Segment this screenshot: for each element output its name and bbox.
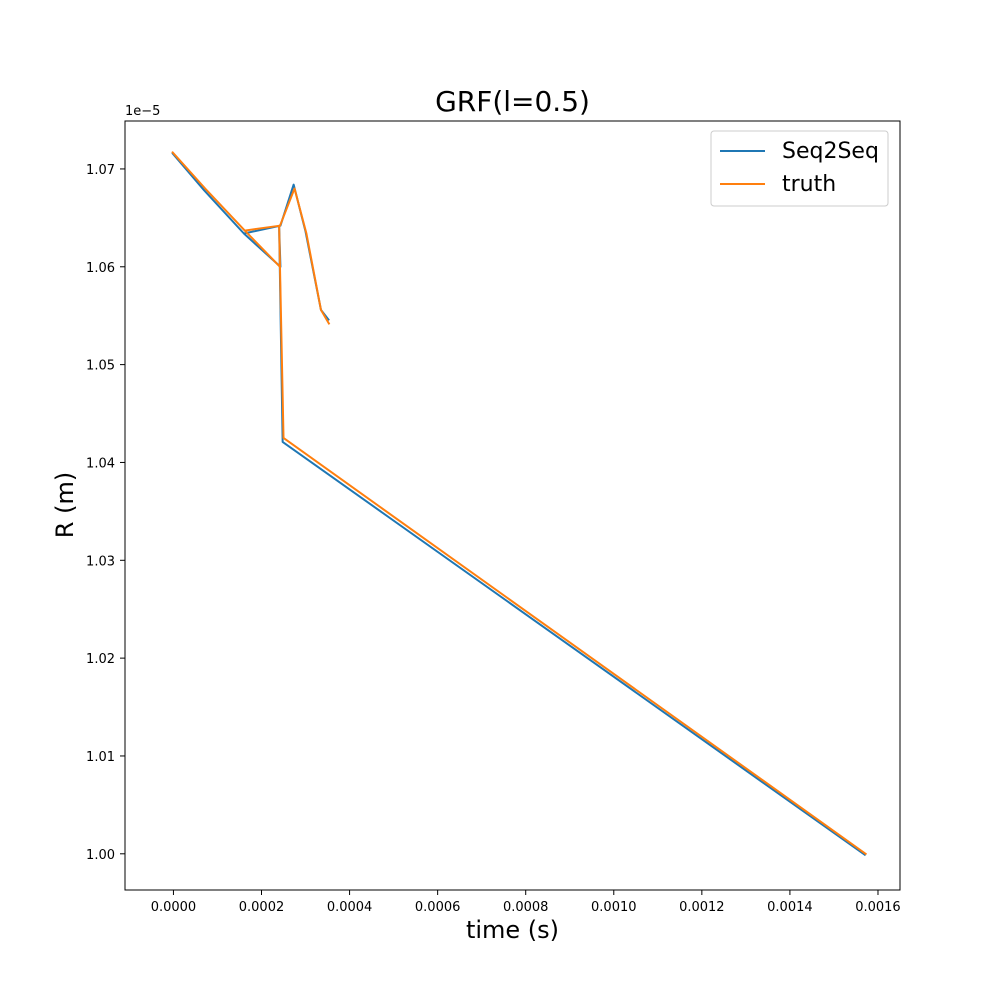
- y-offset-label: 1e−5: [125, 104, 160, 119]
- legend-box: [710, 130, 889, 207]
- legend-label-seq2seq: Seq2Seq: [782, 139, 879, 164]
- chart-title: GRF(l=0.5): [435, 85, 590, 118]
- axes-frame: [124, 120, 901, 891]
- x-tick-label: 0.0012: [679, 900, 725, 915]
- y-tick-label: 1.03: [86, 554, 115, 569]
- y-axis-label: R (m): [51, 472, 79, 538]
- x-tick-label: 0.0002: [239, 900, 285, 915]
- x-tick-label: 0.0006: [415, 900, 461, 915]
- x-tick-label: 0.0016: [855, 900, 901, 915]
- y-tick-label: 1.00: [86, 848, 115, 863]
- legend-label-truth: truth: [782, 172, 836, 197]
- y-tick-label: 1.04: [86, 456, 115, 471]
- y-tick-label: 1.02: [86, 652, 115, 667]
- x-tick-label: 0.0004: [327, 900, 373, 915]
- plot-area: 0.0000 0.0002 0.0004 0.0006 0.0008 0.0010 0.00…: [86, 120, 901, 915]
- y-tick-label: 1.05: [86, 359, 115, 374]
- x-tick-label: 0.0008: [503, 900, 549, 915]
- x-axis-label: time (s): [466, 916, 559, 944]
- legend: Seq2Seq truth: [710, 130, 889, 207]
- x-tick-label: 0.0010: [591, 900, 637, 915]
- x-tick-label: 0.0014: [767, 900, 813, 915]
- x-tick-label: 0.0000: [151, 900, 197, 915]
- y-tick-label: 1.07: [86, 163, 115, 178]
- y-tick-label: 1.06: [86, 261, 115, 276]
- y-tick-label: 1.01: [86, 750, 115, 765]
- series-line-truth: [171, 151, 868, 856]
